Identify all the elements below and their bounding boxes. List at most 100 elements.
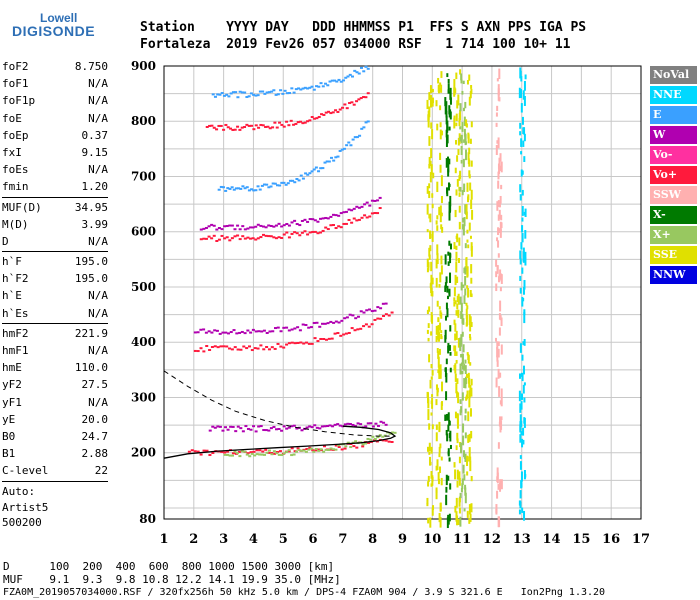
trace-mark xyxy=(287,450,291,453)
param-row: hmE 110.0 xyxy=(2,359,108,376)
band-mark xyxy=(441,130,444,136)
band-mark xyxy=(469,384,472,393)
trace-mark xyxy=(245,453,249,456)
band-mark xyxy=(499,195,502,204)
band-mark xyxy=(447,412,450,421)
param-name: h`E xyxy=(2,289,22,303)
band-mark xyxy=(462,158,465,168)
param-name: foF1p xyxy=(2,94,36,108)
trace-mark xyxy=(390,441,394,444)
band-mark xyxy=(428,136,431,146)
trace-mark xyxy=(290,221,294,224)
trace-mark xyxy=(353,136,357,139)
trace-mark xyxy=(313,219,317,222)
trace-mark xyxy=(327,110,331,113)
trace-mark xyxy=(348,313,352,316)
trace-mark xyxy=(357,72,361,75)
trace-mark xyxy=(226,187,230,190)
trace-mark xyxy=(224,426,228,429)
trace-mark xyxy=(245,186,249,189)
trace-mark xyxy=(381,302,385,305)
param-name: fxI xyxy=(2,145,22,159)
band-mark xyxy=(464,275,467,286)
trace-mark xyxy=(347,141,351,144)
trace-mark xyxy=(241,430,245,433)
band-mark xyxy=(427,409,430,421)
band-mark xyxy=(445,115,448,125)
trace-mark xyxy=(245,96,249,99)
band-mark xyxy=(428,183,431,189)
band-mark xyxy=(430,261,433,272)
param-divider xyxy=(2,251,108,253)
trace-mark xyxy=(261,233,265,236)
band-mark xyxy=(444,106,447,115)
band-mark xyxy=(519,70,522,79)
band-mark xyxy=(430,483,433,487)
trace-mark xyxy=(254,94,258,97)
param-divider xyxy=(2,480,108,482)
trace-mark xyxy=(338,108,342,111)
band-mark xyxy=(461,365,464,370)
band-mark xyxy=(430,331,433,336)
trace-mark xyxy=(355,205,359,208)
x-tick-label: 12 xyxy=(483,532,501,547)
trace-mark xyxy=(321,322,325,325)
band-mark xyxy=(466,510,469,518)
band-mark xyxy=(453,301,456,307)
trace-mark xyxy=(249,226,253,229)
band-mark xyxy=(426,497,429,505)
band-mark xyxy=(520,471,523,482)
trace-mark xyxy=(204,237,208,240)
band-mark xyxy=(444,335,447,343)
band-mark xyxy=(468,517,471,524)
trace-mark xyxy=(338,149,342,152)
trace-mark xyxy=(357,218,361,221)
trace-mark xyxy=(345,107,349,110)
band-mark xyxy=(458,221,461,230)
trace-mark xyxy=(355,71,359,74)
band-mark xyxy=(455,235,458,239)
band-mark xyxy=(500,344,503,355)
trace-mark xyxy=(334,320,338,323)
band-mark xyxy=(469,235,472,239)
logo-digisonde: DIGISONDE xyxy=(12,23,96,39)
param-row: foF1p N/A xyxy=(2,92,108,109)
trace-mark xyxy=(210,237,214,240)
trace-mark xyxy=(274,93,278,96)
param-name: hmE xyxy=(2,361,22,375)
band-mark xyxy=(520,138,523,147)
y-tick-label: 900 xyxy=(131,59,156,73)
band-mark xyxy=(524,473,527,478)
trace-mark xyxy=(196,350,200,353)
band-mark xyxy=(520,169,523,177)
param-name: foEs xyxy=(2,163,29,177)
trace-mark xyxy=(364,442,368,445)
band-mark xyxy=(464,288,467,296)
band-mark xyxy=(459,338,462,347)
trace-mark xyxy=(328,424,332,427)
trace-mark xyxy=(333,79,337,82)
legend-item-noval: NoVal xyxy=(650,66,697,84)
trace-mark xyxy=(306,87,310,90)
band-mark xyxy=(465,203,468,215)
trace-mark xyxy=(311,230,315,233)
trace-mark xyxy=(293,219,297,222)
x-tick-label: 14 xyxy=(543,532,561,547)
trace-mark xyxy=(324,338,328,341)
trace-mark xyxy=(233,228,237,231)
band-mark xyxy=(439,152,442,160)
trace-mark xyxy=(316,220,320,223)
band-mark xyxy=(462,284,465,288)
trace-mark xyxy=(314,166,318,169)
trace-mark xyxy=(207,225,211,228)
trace-mark xyxy=(278,184,282,187)
band-mark xyxy=(462,344,465,353)
trace-mark xyxy=(229,92,233,95)
trace-mark xyxy=(262,429,266,432)
x-tick-label: 4 xyxy=(249,532,258,547)
param-row: MUF(D) 34.95 xyxy=(2,199,108,216)
band-mark xyxy=(500,317,503,326)
trace-mark xyxy=(267,449,271,452)
band-mark xyxy=(499,300,502,312)
band-mark xyxy=(519,258,522,265)
